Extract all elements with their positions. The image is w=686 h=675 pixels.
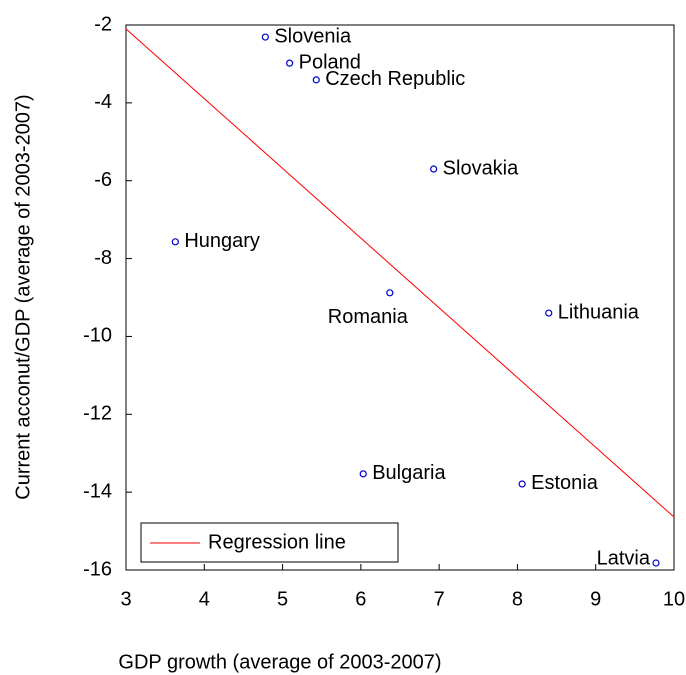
- y-tick-label: -2: [94, 13, 112, 35]
- x-tick-label: 3: [120, 588, 131, 610]
- data-point: [386, 289, 394, 297]
- point-label: Romania: [328, 306, 409, 328]
- plot-frame: [125, 24, 675, 571]
- point-label: Slovenia: [274, 25, 352, 47]
- data-point: [430, 165, 438, 173]
- data-point: [545, 309, 553, 317]
- x-tick-label: 10: [663, 588, 685, 610]
- regression-line: [125, 28, 675, 518]
- data-point: [312, 76, 320, 84]
- x-tick-label: 8: [512, 588, 523, 610]
- y-tick-label: -6: [94, 169, 112, 191]
- data-point: [286, 59, 294, 67]
- point-label: Hungary: [184, 230, 260, 252]
- legend-label: Regression line: [208, 531, 346, 553]
- y-tick-label: -4: [94, 91, 112, 113]
- point-label: Poland: [299, 51, 361, 73]
- y-axis-title: Current acconut/GDP (average of 2003-200…: [12, 94, 34, 499]
- point-label: Estonia: [531, 472, 599, 494]
- y-tick-label: -14: [83, 480, 112, 502]
- point-label: Slovakia: [443, 157, 519, 179]
- data-point: [171, 238, 179, 246]
- data-point: [359, 470, 367, 478]
- x-tick-label: 4: [199, 588, 210, 610]
- x-tick-label: 6: [355, 588, 366, 610]
- x-tick-label: 7: [434, 588, 445, 610]
- point-label: Bulgaria: [372, 462, 446, 484]
- point-label: Latvia: [597, 547, 651, 569]
- point-label: Czech Republic: [325, 68, 465, 90]
- data-point: [652, 559, 660, 567]
- y-tick-label: -10: [83, 325, 112, 347]
- y-tick-label: -16: [83, 558, 112, 580]
- data-point: [518, 480, 526, 488]
- point-label: Lithuania: [558, 301, 640, 323]
- data-point: [261, 33, 269, 41]
- x-axis-title: GDP growth (average of 2003-2007): [118, 651, 441, 673]
- y-tick-label: -12: [83, 403, 112, 425]
- x-tick-label: 5: [277, 588, 288, 610]
- y-tick-label: -8: [94, 247, 112, 269]
- x-tick-label: 9: [590, 588, 601, 610]
